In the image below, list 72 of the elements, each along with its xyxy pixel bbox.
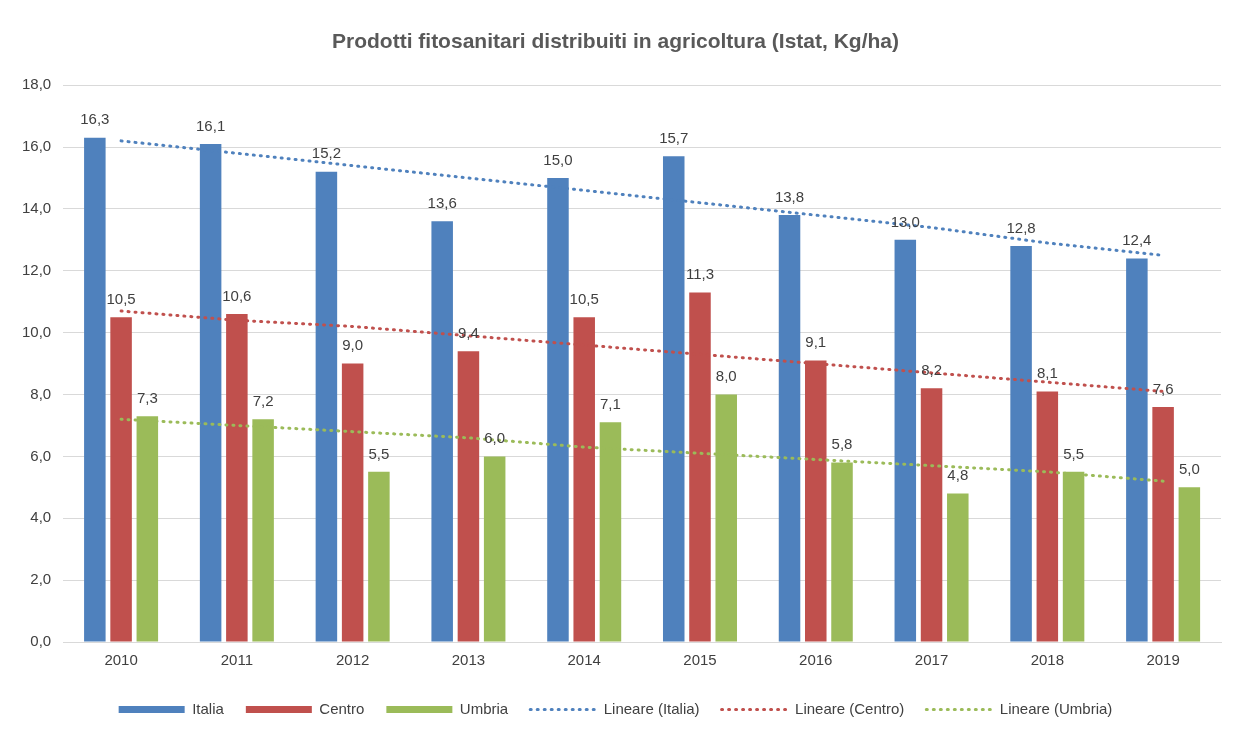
data-label: 13,8 <box>774 187 805 205</box>
data-label: 10,5 <box>106 289 136 307</box>
data-label: 15,0 <box>543 150 573 168</box>
data-label: 13,6 <box>427 193 457 211</box>
x-tick-label: 2017 <box>914 651 949 669</box>
x-tick-label: 2013 <box>451 651 486 669</box>
y-tick-label: 16,0 <box>21 137 52 155</box>
data-label: 7,3 <box>136 388 158 406</box>
data-label: 10,6 <box>222 286 252 304</box>
x-tick-label: 2016 <box>799 651 833 669</box>
data-label: 13,0 <box>890 212 920 230</box>
data-label: 5,8 <box>831 435 853 453</box>
bar <box>84 137 106 642</box>
y-tick-label: 0,0 <box>30 632 52 650</box>
data-label: 5,5 <box>368 444 390 462</box>
y-tick-label: 4,0 <box>30 508 52 526</box>
x-tick-label: 2012 <box>335 651 370 669</box>
data-label: 16,1 <box>196 116 226 134</box>
data-label: 16,3 <box>80 110 110 128</box>
bar <box>110 317 132 642</box>
bar <box>483 456 506 642</box>
y-tick-label: 14,0 <box>21 199 52 217</box>
data-label: 11,3 <box>685 265 715 283</box>
data-label: 7,1 <box>600 395 621 413</box>
y-tick-label: 2,0 <box>30 570 52 588</box>
legend-label: Umbria <box>459 699 509 717</box>
data-label: 6,0 <box>484 429 506 447</box>
data-label: 9,4 <box>458 323 479 341</box>
legend-label: Lineare (Umbria) <box>999 699 1113 717</box>
legend-label: Italia <box>192 699 225 717</box>
y-tick-label: 18,0 <box>21 75 52 93</box>
data-label: 5,0 <box>1178 459 1200 477</box>
data-label: 9,0 <box>342 336 364 354</box>
x-tick-label: 2014 <box>567 651 601 669</box>
data-label: 8,1 <box>1036 364 1058 382</box>
x-tick-label: 2015 <box>683 651 717 669</box>
data-label: 15,2 <box>311 144 341 162</box>
y-tick-label: 6,0 <box>30 446 52 464</box>
bar <box>894 239 917 642</box>
bar <box>1178 487 1201 642</box>
data-label: 5,5 <box>1063 444 1084 462</box>
y-tick-label: 12,0 <box>21 260 52 278</box>
x-tick-label: 2011 <box>220 651 253 669</box>
bar <box>920 388 943 642</box>
data-label: 12,4 <box>1122 231 1152 249</box>
bar <box>315 171 338 642</box>
data-label: 4,8 <box>947 466 969 484</box>
data-label: 10,5 <box>569 289 599 307</box>
data-label: 7,2 <box>252 391 274 409</box>
data-label: 9,1 <box>805 333 827 351</box>
x-tick-label: 2019 <box>1146 651 1180 669</box>
bar <box>1126 258 1148 642</box>
bar <box>341 363 364 642</box>
y-tick-label: 10,0 <box>21 322 52 340</box>
bar <box>1010 246 1032 642</box>
bar <box>368 471 390 642</box>
y-tick-label: 8,0 <box>30 384 52 402</box>
bar <box>457 351 480 642</box>
data-label: 8,0 <box>715 367 737 385</box>
bar <box>1152 406 1174 642</box>
data-label: 15,7 <box>659 128 689 146</box>
x-tick-label: 2010 <box>104 651 138 669</box>
bar <box>431 221 453 642</box>
bar <box>1036 391 1059 642</box>
legend-label: Lineare (Centro) <box>795 699 905 717</box>
chart-title: Prodotti fitosanitari distribuiti in agricoltura (Istat, Kg/ha) <box>331 29 900 53</box>
data-label: 12,8 <box>1006 218 1036 236</box>
legend-label: Lineare (Italia) <box>603 699 700 717</box>
x-tick-label: 2018 <box>1030 651 1065 669</box>
legend-label: Centro <box>319 699 365 717</box>
bar <box>947 493 969 642</box>
data-label: 7,6 <box>1152 379 1174 397</box>
